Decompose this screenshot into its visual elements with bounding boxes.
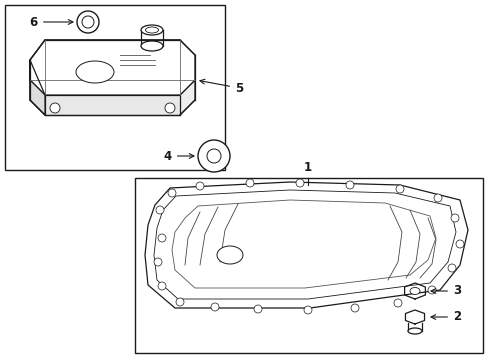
Polygon shape bbox=[154, 190, 456, 299]
Ellipse shape bbox=[141, 41, 163, 51]
Circle shape bbox=[451, 214, 459, 222]
Text: 5: 5 bbox=[200, 79, 243, 95]
Ellipse shape bbox=[141, 25, 163, 35]
Circle shape bbox=[396, 185, 404, 193]
Ellipse shape bbox=[198, 140, 230, 172]
Circle shape bbox=[254, 305, 262, 313]
Text: 2: 2 bbox=[431, 310, 461, 324]
Text: 4: 4 bbox=[164, 149, 194, 162]
Circle shape bbox=[246, 179, 254, 187]
Circle shape bbox=[394, 299, 402, 307]
Bar bbox=[5, 5, 225, 170]
Circle shape bbox=[168, 189, 176, 197]
Text: 1: 1 bbox=[304, 161, 312, 174]
Polygon shape bbox=[30, 80, 195, 115]
Circle shape bbox=[176, 298, 184, 306]
Ellipse shape bbox=[410, 288, 420, 294]
Text: 3: 3 bbox=[431, 284, 461, 297]
Circle shape bbox=[351, 304, 359, 312]
Circle shape bbox=[158, 282, 166, 290]
Circle shape bbox=[296, 179, 304, 187]
Circle shape bbox=[156, 206, 164, 214]
Ellipse shape bbox=[207, 149, 221, 163]
Circle shape bbox=[196, 182, 204, 190]
Circle shape bbox=[456, 240, 464, 248]
Text: 6: 6 bbox=[30, 15, 73, 28]
Polygon shape bbox=[172, 200, 436, 288]
Polygon shape bbox=[30, 60, 45, 115]
Circle shape bbox=[346, 181, 354, 189]
Ellipse shape bbox=[408, 328, 422, 334]
Polygon shape bbox=[145, 182, 468, 308]
Ellipse shape bbox=[77, 11, 99, 33]
Circle shape bbox=[158, 234, 166, 242]
Polygon shape bbox=[45, 95, 180, 115]
Ellipse shape bbox=[82, 16, 94, 28]
Polygon shape bbox=[30, 40, 195, 95]
Circle shape bbox=[428, 286, 436, 294]
Circle shape bbox=[448, 264, 456, 272]
Circle shape bbox=[304, 306, 312, 314]
Bar bbox=[135, 178, 483, 353]
Ellipse shape bbox=[146, 27, 158, 33]
Ellipse shape bbox=[76, 61, 114, 83]
Circle shape bbox=[434, 194, 442, 202]
Ellipse shape bbox=[217, 246, 243, 264]
Circle shape bbox=[165, 103, 175, 113]
Circle shape bbox=[154, 258, 162, 266]
Circle shape bbox=[50, 103, 60, 113]
Polygon shape bbox=[30, 40, 195, 95]
Circle shape bbox=[211, 303, 219, 311]
